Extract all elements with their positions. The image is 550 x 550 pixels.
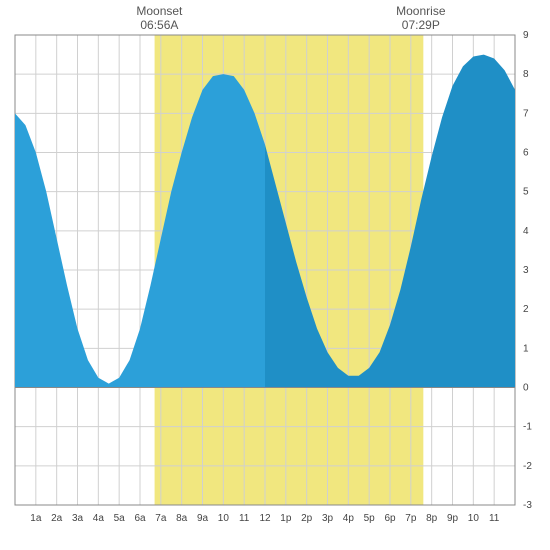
x-tick-label: 9p bbox=[447, 513, 459, 524]
x-tick-label: 12 bbox=[259, 513, 271, 524]
annotation-time: 07:29P bbox=[391, 18, 451, 32]
x-tick-label: 5p bbox=[364, 513, 376, 524]
moonset-annotation: Moonset06:56A bbox=[129, 4, 189, 33]
annotation-time: 06:56A bbox=[129, 18, 189, 32]
x-tick-label: 2p bbox=[301, 513, 313, 524]
x-tick-label: 4p bbox=[343, 513, 355, 524]
y-tick-label: 5 bbox=[523, 187, 529, 198]
y-tick-label: -3 bbox=[523, 500, 532, 511]
y-tick-label: -2 bbox=[523, 461, 532, 472]
x-tick-label: 7a bbox=[155, 513, 167, 524]
x-tick-label: 11 bbox=[239, 513, 250, 524]
x-tick-label: 5a bbox=[114, 513, 126, 524]
x-tick-label: 7p bbox=[405, 513, 417, 524]
x-tick-label: 1a bbox=[30, 513, 42, 524]
tide-chart: 1a2a3a4a5a6a7a8a9a1011121p2p3p4p5p6p7p8p… bbox=[0, 0, 550, 550]
y-tick-label: 9 bbox=[523, 30, 529, 41]
y-tick-label: 2 bbox=[523, 304, 529, 315]
x-tick-label: 2a bbox=[51, 513, 63, 524]
y-tick-label: 3 bbox=[523, 265, 529, 276]
annotation-title: Moonset bbox=[129, 4, 189, 18]
y-tick-label: 7 bbox=[523, 108, 529, 119]
x-tick-label: 6p bbox=[384, 513, 396, 524]
x-tick-label: 8p bbox=[426, 513, 438, 524]
x-tick-label: 10 bbox=[468, 513, 480, 524]
moonrise-annotation: Moonrise07:29P bbox=[391, 4, 451, 33]
x-tick-label: 6a bbox=[134, 513, 146, 524]
y-tick-label: 6 bbox=[523, 148, 529, 159]
y-tick-label: 0 bbox=[523, 383, 529, 394]
x-tick-label: 1p bbox=[280, 513, 292, 524]
y-tick-label: -1 bbox=[523, 422, 532, 433]
y-tick-label: 1 bbox=[523, 343, 529, 354]
x-tick-label: 10 bbox=[218, 513, 230, 524]
x-tick-label: 8a bbox=[176, 513, 188, 524]
y-tick-label: 4 bbox=[523, 226, 529, 237]
annotation-title: Moonrise bbox=[391, 4, 451, 18]
x-tick-label: 11 bbox=[489, 513, 500, 524]
x-tick-label: 9a bbox=[197, 513, 209, 524]
chart-svg: 1a2a3a4a5a6a7a8a9a1011121p2p3p4p5p6p7p8p… bbox=[0, 0, 550, 550]
y-tick-label: 8 bbox=[523, 69, 529, 80]
x-tick-label: 3a bbox=[72, 513, 84, 524]
x-tick-label: 3p bbox=[322, 513, 334, 524]
x-tick-label: 4a bbox=[93, 513, 105, 524]
